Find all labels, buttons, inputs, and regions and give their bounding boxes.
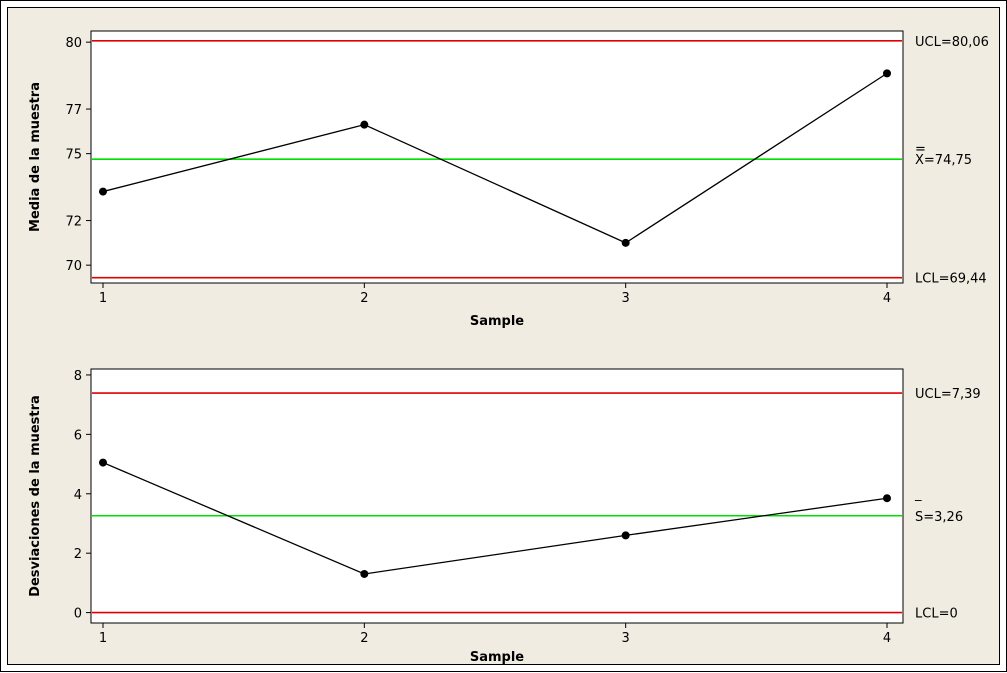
- data-point: [621, 238, 630, 247]
- y-tick-label: 77: [65, 103, 82, 118]
- y-axis-title: Media de la muestra: [28, 82, 43, 232]
- x-tick-label: 3: [622, 631, 630, 646]
- x-axis-title: Sample: [470, 650, 524, 665]
- chart-panel-2: UCL=7,39 S=3,26‾ LCL=0 0 2 4 6 8 1 2 3 4 Sample Desvi…: [28, 368, 981, 665]
- x-tick-label: 1: [99, 631, 107, 646]
- x-tick-label: 2: [360, 291, 368, 306]
- x-tick-label: 2: [360, 631, 368, 646]
- y-tick-label: 8: [74, 369, 82, 384]
- label-bar-mark: ‾: [914, 499, 922, 514]
- control-limit-label: UCL=80,06: [915, 35, 989, 50]
- y-tick-label: 80: [65, 36, 82, 51]
- plot-area: [90, 368, 904, 624]
- series-line: [102, 461, 888, 575]
- data-point: [360, 569, 369, 578]
- data-point: [99, 458, 107, 467]
- control-limit-label: S=3,26: [915, 510, 963, 525]
- control-limit-label: LCL=0: [915, 607, 958, 622]
- control-limit-label: X=74,75: [915, 153, 972, 168]
- control-limit-label: LCL=69,44: [915, 272, 987, 287]
- data-point: [99, 187, 107, 196]
- data-point: [883, 494, 891, 503]
- y-tick-label: 0: [74, 607, 82, 622]
- x-tick-label: 3: [622, 291, 630, 306]
- y-tick-label: 75: [65, 148, 82, 163]
- y-tick-label: 4: [74, 488, 82, 503]
- y-tick-label: 70: [65, 259, 82, 274]
- y-tick-label: 2: [74, 547, 82, 562]
- data-point: [621, 531, 630, 540]
- x-tick-label: 4: [883, 291, 891, 306]
- data-point: [360, 120, 369, 129]
- x-tick-label: 4: [883, 631, 891, 646]
- x-axis-title: Sample: [470, 314, 524, 329]
- y-axis-title: Desviaciones de la muestra: [28, 395, 43, 597]
- y-tick-label: 6: [74, 428, 82, 443]
- y-tick-label: 72: [65, 215, 82, 230]
- control-limit-label: UCL=7,39: [915, 387, 981, 402]
- series-line: [102, 72, 888, 244]
- plot-area: [90, 30, 904, 284]
- chart-panel-1: UCL=80,06 X=74,75= LCL=69,44 70 72 75 77 80 1 2 3 4…: [28, 30, 989, 329]
- data-point: [883, 69, 891, 78]
- x-tick-label: 1: [99, 291, 107, 306]
- label-bar-mark: =: [915, 142, 926, 157]
